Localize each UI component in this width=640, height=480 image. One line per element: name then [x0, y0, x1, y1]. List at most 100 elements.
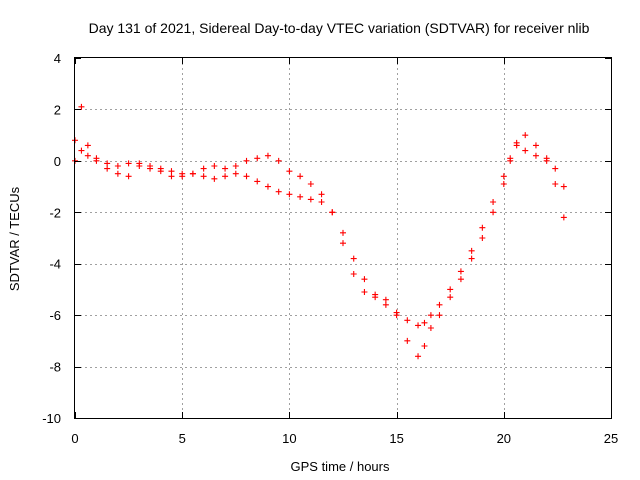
- data-point: [500, 181, 507, 187]
- data-point: [275, 188, 282, 195]
- data-point: [404, 337, 411, 344]
- grid-lines: [75, 58, 611, 418]
- data-point: [560, 214, 567, 221]
- data-point: [340, 229, 346, 236]
- data-point: [415, 322, 422, 329]
- data-point: [232, 170, 239, 177]
- data-point: [232, 163, 239, 169]
- data-point: [436, 312, 443, 319]
- data-point: [264, 183, 271, 190]
- data-point: [243, 173, 250, 180]
- data-point: [350, 255, 357, 262]
- data-point: [307, 196, 314, 203]
- y-tick-label: -2: [49, 205, 61, 220]
- x-tick-label: 20: [497, 431, 511, 446]
- data-point: [404, 317, 411, 324]
- data-point: [78, 103, 85, 110]
- data-point: [318, 191, 325, 198]
- data-point: [275, 157, 282, 164]
- data-point: [297, 173, 304, 180]
- data-point: [168, 173, 175, 180]
- data-point: [114, 163, 121, 169]
- y-tick-label: -4: [49, 257, 61, 272]
- data-point: [168, 168, 175, 175]
- data-point: [447, 294, 454, 301]
- data-point: [189, 170, 196, 177]
- data-point: [552, 165, 559, 172]
- data-point: [468, 255, 475, 262]
- axis-ticks: [75, 58, 612, 419]
- y-axis-label: SDTVAR / TECUs: [7, 186, 22, 291]
- data-point: [427, 312, 434, 319]
- series-track-b: [72, 103, 567, 360]
- data-point: [104, 165, 111, 172]
- data-point: [361, 289, 368, 295]
- data-point: [307, 181, 314, 187]
- data-point: [560, 183, 567, 190]
- data-point: [179, 173, 186, 180]
- data-point: [286, 168, 293, 175]
- data-points: [72, 103, 567, 360]
- data-point: [468, 247, 475, 254]
- data-point: [297, 193, 304, 200]
- data-point: [264, 152, 271, 159]
- data-point: [84, 142, 91, 149]
- x-tick-label: 5: [179, 431, 186, 446]
- data-point: [78, 147, 85, 154]
- data-point: [254, 178, 261, 185]
- data-point: [382, 296, 389, 303]
- data-point: [104, 160, 111, 167]
- data-point: [421, 343, 428, 349]
- data-point: [490, 199, 497, 205]
- data-point: [522, 147, 529, 154]
- data-point: [211, 175, 218, 182]
- data-point: [200, 165, 207, 172]
- y-tick-label: -10: [42, 411, 61, 426]
- data-point: [157, 168, 164, 175]
- data-point: [382, 301, 389, 308]
- data-point: [415, 353, 422, 360]
- data-point: [222, 165, 229, 172]
- x-axis-label: GPS time / hours: [291, 459, 390, 474]
- data-point: [211, 163, 218, 169]
- data-point: [136, 163, 143, 169]
- data-point: [329, 209, 336, 216]
- plot-frame: [74, 57, 612, 419]
- data-point: [543, 157, 550, 164]
- data-point: [286, 191, 293, 198]
- data-point: [490, 209, 497, 216]
- y-tick-labels: -10 -8 -6 -4 -2 0 2 4: [42, 51, 61, 426]
- data-point: [254, 155, 261, 162]
- data-point: [340, 240, 346, 247]
- data-point: [513, 139, 520, 146]
- data-point: [507, 157, 514, 164]
- data-point: [479, 235, 486, 241]
- y-tick-label: -6: [49, 308, 61, 323]
- data-point: [350, 271, 357, 277]
- data-point: [243, 157, 250, 164]
- data-point: [552, 181, 559, 187]
- x-tick-label: 15: [389, 431, 403, 446]
- data-point: [532, 152, 539, 159]
- data-point: [522, 132, 529, 139]
- data-point: [457, 276, 464, 283]
- chart-title: Day 131 of 2021, Sidereal Day-to-day VTE…: [89, 20, 590, 36]
- data-point: [93, 155, 100, 162]
- data-point: [222, 173, 229, 180]
- y-tick-label: 4: [54, 51, 61, 66]
- x-tick-label: 10: [282, 431, 296, 446]
- data-point: [427, 325, 434, 331]
- data-point: [147, 165, 154, 172]
- data-point: [500, 173, 507, 180]
- data-point: [436, 301, 443, 308]
- data-point: [421, 319, 428, 326]
- y-tick-label: -8: [49, 360, 61, 375]
- x-tick-label: 0: [71, 431, 78, 446]
- data-point: [457, 268, 464, 275]
- data-point: [318, 199, 325, 205]
- series-track-a: [72, 137, 567, 329]
- data-point: [125, 173, 132, 180]
- data-point: [361, 276, 368, 283]
- y-tick-label: 2: [54, 102, 61, 117]
